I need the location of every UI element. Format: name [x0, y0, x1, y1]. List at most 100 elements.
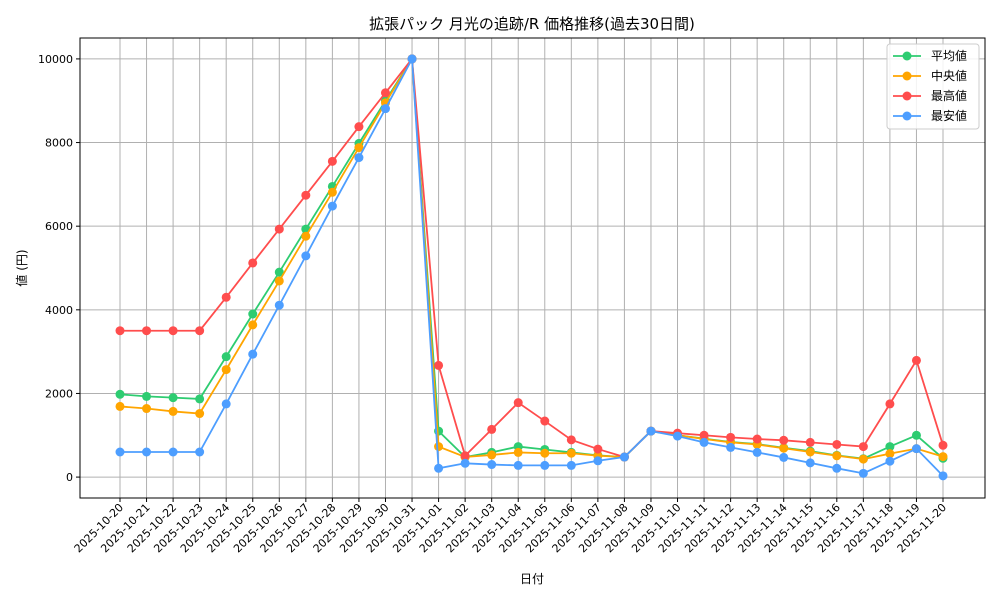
data-point [885, 456, 895, 466]
data-point [434, 463, 444, 473]
data-point [885, 449, 895, 459]
data-point [938, 452, 948, 462]
y-axis: 0 2000 4000 6000 8000 10000 [38, 53, 80, 484]
legend-marker [902, 111, 912, 121]
data-point [168, 326, 178, 336]
y-tick-label: 6000 [45, 220, 73, 233]
series-line [120, 55, 944, 477]
data-point [274, 300, 284, 310]
data-point [513, 398, 523, 408]
y-tick-label: 2000 [45, 387, 73, 400]
series-line [119, 56, 944, 460]
data-point [832, 451, 842, 461]
data-point [805, 458, 815, 468]
data-point [487, 424, 497, 434]
data-point [805, 437, 815, 447]
data-point [460, 458, 470, 468]
data-point [779, 435, 789, 445]
data-point [248, 258, 258, 268]
data-point [460, 451, 470, 461]
series-2 [115, 54, 948, 462]
data-point [646, 426, 656, 436]
data-point [540, 460, 550, 470]
legend-label: 最高値 [931, 88, 967, 103]
data-point [221, 399, 231, 409]
data-point [221, 352, 231, 362]
data-point [221, 292, 231, 302]
legend-label: 平均値 [931, 48, 967, 63]
data-point [832, 439, 842, 449]
data-point [248, 309, 258, 319]
data-point [301, 231, 311, 241]
data-point [566, 448, 576, 458]
data-point [911, 444, 921, 454]
data-point [752, 447, 762, 457]
legend-marker [902, 51, 912, 61]
y-tick-label: 8000 [45, 137, 73, 150]
series-line [120, 56, 944, 459]
data-point [434, 360, 444, 370]
data-point [513, 460, 523, 470]
data-point [832, 463, 842, 473]
data-point [752, 434, 762, 444]
data-point [858, 468, 868, 478]
data-point [301, 251, 311, 261]
series-line [119, 56, 944, 461]
grid [80, 38, 985, 498]
data-point [407, 54, 417, 64]
x-axis-label: 日付 [520, 572, 544, 586]
data-point [115, 326, 125, 336]
series-1 [115, 54, 948, 464]
data-point [779, 452, 789, 462]
data-point [115, 401, 125, 411]
data-point [301, 190, 311, 200]
data-point [380, 104, 390, 114]
series-3 [115, 54, 948, 481]
data-point [168, 447, 178, 457]
data-point [354, 153, 364, 163]
data-point [115, 389, 125, 399]
data-point [274, 276, 284, 286]
data-point [566, 435, 576, 445]
data-point [779, 443, 789, 453]
data-point [885, 442, 895, 452]
data-point [938, 471, 948, 481]
data-point [726, 432, 736, 442]
data-point [885, 399, 895, 409]
series-0 [115, 54, 948, 464]
data-point [195, 394, 205, 404]
legend-label: 中央値 [931, 68, 967, 83]
data-point [248, 349, 258, 359]
data-point [540, 448, 550, 458]
data-point [911, 355, 921, 365]
series-group [115, 54, 948, 481]
data-point [274, 224, 284, 234]
data-point [327, 187, 337, 197]
data-point [142, 391, 152, 401]
legend-box [886, 43, 980, 130]
data-point [248, 320, 258, 330]
data-point [593, 444, 603, 454]
data-point [726, 442, 736, 452]
plot-frame [79, 37, 986, 499]
data-point [168, 393, 178, 403]
data-point [513, 447, 523, 457]
data-point [487, 460, 497, 470]
y-tick-label: 10000 [38, 53, 73, 66]
data-point [142, 326, 152, 336]
y-tick-label: 4000 [45, 304, 73, 317]
data-point [699, 430, 709, 440]
data-point [593, 456, 603, 466]
y-axis-label: 値 (円) [14, 249, 29, 286]
data-point [805, 447, 815, 457]
data-point [195, 409, 205, 419]
legend-marker [902, 91, 912, 101]
data-point [142, 404, 152, 414]
data-point [221, 365, 231, 375]
data-point [195, 326, 205, 336]
data-point [911, 430, 921, 440]
data-point [858, 454, 868, 464]
legend-label: 最安値 [931, 108, 967, 123]
